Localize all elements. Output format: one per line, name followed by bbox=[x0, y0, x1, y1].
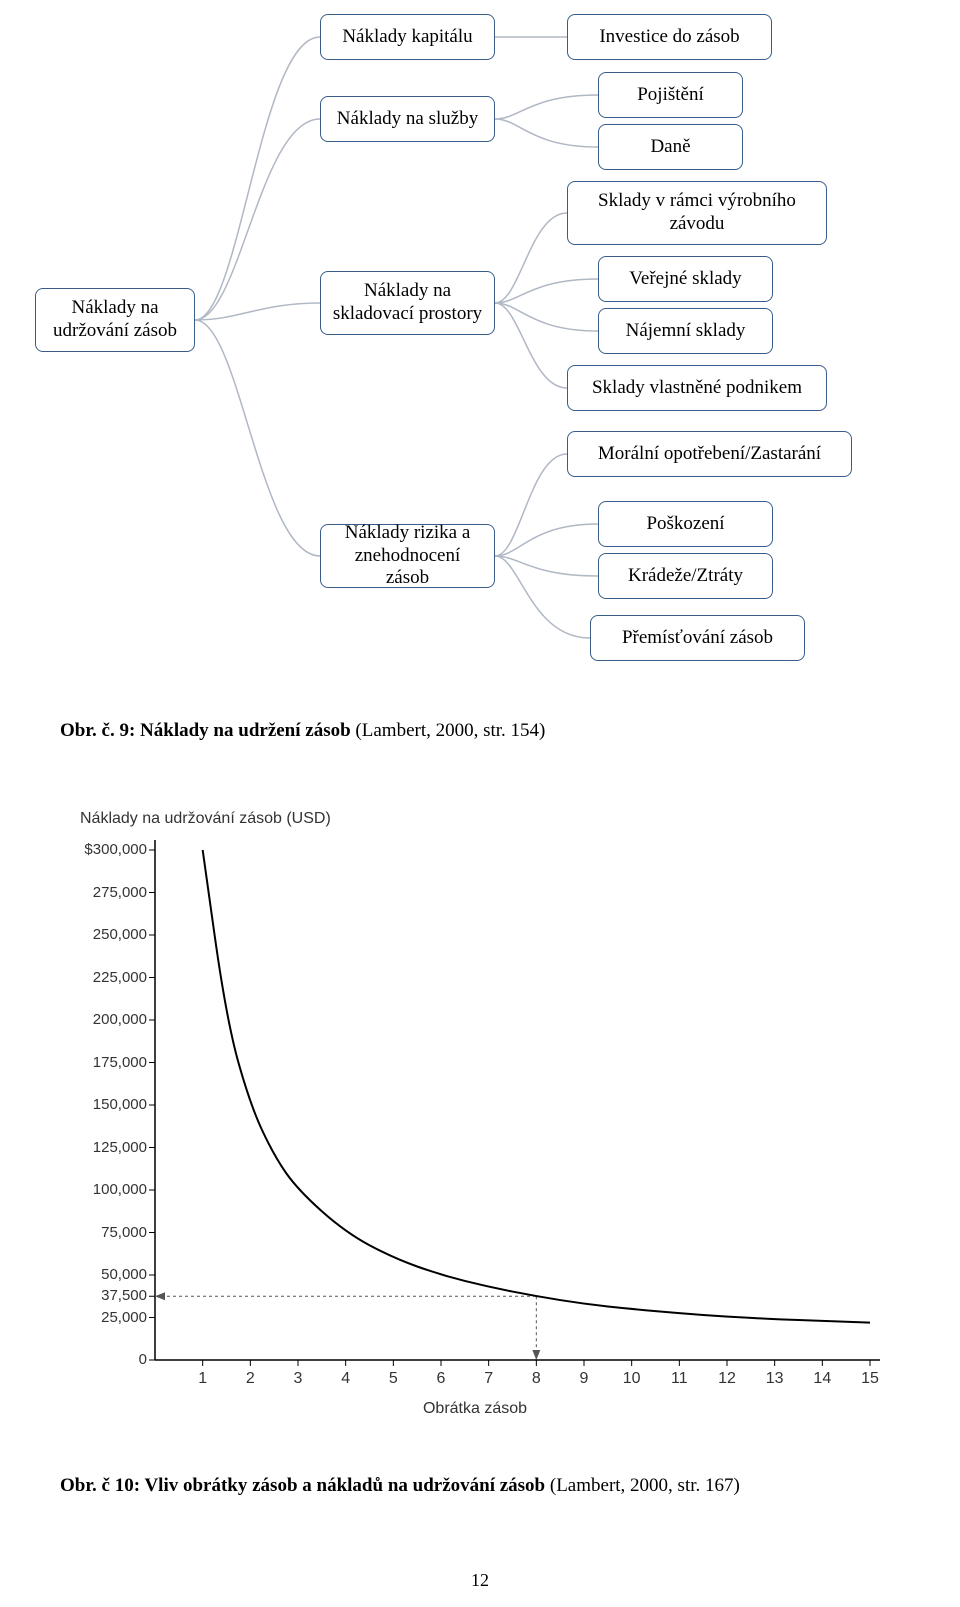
caption-obr-10: Obr. č 10: Vliv obrátky zásob a nákladů … bbox=[60, 1475, 740, 1497]
x-tick-label: 15 bbox=[855, 1370, 885, 1388]
caption-obr-9-bold: Obr. č. 9: Náklady na udržení zásob bbox=[60, 720, 351, 741]
y-tick-label: 100,000 bbox=[77, 1181, 147, 1198]
caption-obr-10-rest: (Lambert, 2000, str. 167) bbox=[545, 1475, 740, 1496]
y-tick-label: 25,000 bbox=[77, 1309, 147, 1326]
x-tick-label: 2 bbox=[235, 1370, 265, 1388]
x-tick-label: 8 bbox=[521, 1370, 551, 1388]
y-tick-label: 50,000 bbox=[77, 1266, 147, 1283]
x-tick-label: 14 bbox=[807, 1370, 837, 1388]
leaf-moralni-opotrebeni: Morální opotřebení/Zastarání bbox=[567, 431, 852, 477]
node-naklady-kapitalu: Náklady kapitálu bbox=[320, 14, 495, 60]
leaf-sklady-vlastnene: Sklady vlastněné podnikem bbox=[567, 365, 827, 411]
chart-x-axis-title: Obrátka zásob bbox=[60, 1400, 890, 1418]
node-naklady-rizika: Náklady rizika a znehodnocení zásob bbox=[320, 524, 495, 588]
node-root: Náklady na udržování zásob bbox=[35, 288, 195, 352]
leaf-pojisteni: Pojištění bbox=[598, 72, 743, 118]
x-tick-label: 5 bbox=[378, 1370, 408, 1388]
y-tick-label: 200,000 bbox=[77, 1011, 147, 1028]
y-tick-label: 37,500 bbox=[77, 1287, 147, 1304]
leaf-investice: Investice do zásob bbox=[567, 14, 772, 60]
x-tick-label: 6 bbox=[426, 1370, 456, 1388]
y-tick-label: 275,000 bbox=[77, 884, 147, 901]
x-tick-label: 10 bbox=[617, 1370, 647, 1388]
x-tick-label: 7 bbox=[474, 1370, 504, 1388]
caption-obr-10-bold: Obr. č 10: Vliv obrátky zásob a nákladů … bbox=[60, 1475, 545, 1496]
y-tick-label: 225,000 bbox=[77, 969, 147, 986]
leaf-poskozeni: Poškození bbox=[598, 501, 773, 547]
chart-svg bbox=[60, 810, 890, 1430]
x-tick-label: 11 bbox=[664, 1370, 694, 1388]
x-tick-label: 1 bbox=[188, 1370, 218, 1388]
y-tick-label: $300,000 bbox=[77, 841, 147, 858]
y-tick-label: 250,000 bbox=[77, 926, 147, 943]
leaf-dane: Daně bbox=[598, 124, 743, 170]
y-tick-label: 125,000 bbox=[77, 1139, 147, 1156]
x-tick-label: 3 bbox=[283, 1370, 313, 1388]
y-tick-label: 175,000 bbox=[77, 1054, 147, 1071]
x-tick-label: 13 bbox=[760, 1370, 790, 1388]
chart-obratka: Náklady na udržování zásob (USD) 025,000… bbox=[60, 810, 890, 1430]
leaf-premistovani: Přemísťování zásob bbox=[590, 615, 805, 661]
page-number: 12 bbox=[0, 1570, 960, 1591]
leaf-najemni-sklady: Nájemní sklady bbox=[598, 308, 773, 354]
caption-obr-9-rest: (Lambert, 2000, str. 154) bbox=[351, 720, 546, 741]
node-naklady-sklad-prostory: Náklady na skladovací prostory bbox=[320, 271, 495, 335]
x-tick-label: 9 bbox=[569, 1370, 599, 1388]
y-tick-label: 75,000 bbox=[77, 1224, 147, 1241]
caption-obr-9: Obr. č. 9: Náklady na udržení zásob (Lam… bbox=[60, 720, 545, 742]
y-tick-label: 0 bbox=[77, 1351, 147, 1368]
leaf-verejne-sklady: Veřejné sklady bbox=[598, 256, 773, 302]
y-tick-label: 150,000 bbox=[77, 1096, 147, 1113]
leaf-kradeze: Krádeže/Ztráty bbox=[598, 553, 773, 599]
x-tick-label: 4 bbox=[331, 1370, 361, 1388]
node-naklady-sluzby: Náklady na služby bbox=[320, 96, 495, 142]
x-tick-label: 12 bbox=[712, 1370, 742, 1388]
leaf-sklady-ramci: Sklady v rámci výrobního závodu bbox=[567, 181, 827, 245]
